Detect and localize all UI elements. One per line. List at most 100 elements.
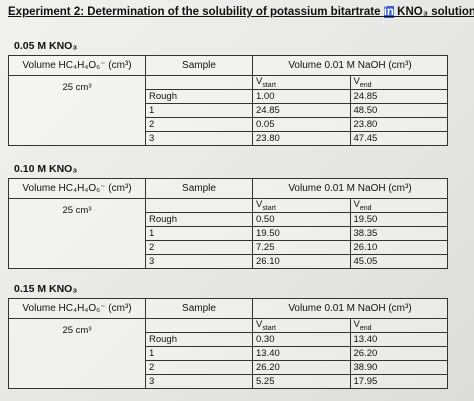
section-heading: 0.15 M KNO₃ bbox=[14, 283, 78, 295]
data-table: Volume HC₄H₄O₆⁻ (cm³) Sample Volume 0.01 M… bbox=[8, 178, 448, 269]
data-row: 1 19.50 38.35 bbox=[9, 226, 448, 241]
value-cell: 38.35 bbox=[349, 226, 448, 241]
subheader-symbol: V bbox=[256, 319, 263, 331]
data-row: 1 13.40 26.20 bbox=[9, 346, 448, 361]
sample-cell: 3 bbox=[145, 131, 253, 146]
value-cell: 13.40 bbox=[349, 332, 448, 347]
subheader-row: 25 cm³ Vstart Vend bbox=[8, 75, 448, 146]
value-cell: 1.00 bbox=[252, 89, 351, 104]
column-header: Volume HC₄H₄O₆⁻ (cm³) bbox=[8, 298, 146, 319]
column-header: Volume HC₄H₄O₆⁻ (cm³) bbox=[8, 178, 146, 199]
sample-cell: 1 bbox=[145, 346, 253, 361]
subheader-subscript: start bbox=[262, 204, 276, 212]
value-cell: 26.20 bbox=[252, 360, 351, 375]
value-cell: 19.50 bbox=[349, 212, 448, 227]
sample-cell: 1 bbox=[145, 103, 253, 118]
value-cell: 23.80 bbox=[252, 131, 351, 146]
sample-cell: 2 bbox=[145, 240, 253, 255]
header-row: Volume HC₄H₄O₆⁻ (cm³) Sample Volume 0.01 M… bbox=[8, 178, 448, 199]
column-header: Volume HC₄H₄O₆⁻ (cm³) bbox=[8, 55, 146, 76]
value-cell: 7.25 bbox=[252, 240, 351, 255]
subheader-cell: Vend bbox=[349, 318, 448, 333]
sample-cell: Rough bbox=[145, 332, 253, 347]
column-header: Sample bbox=[145, 298, 253, 319]
section: 0.10 M KNO₃ Volume HC₄H₄O₆⁻ (cm³) Sample Vo… bbox=[8, 163, 448, 269]
value-cell: 24.85 bbox=[252, 103, 351, 118]
header-row: Volume HC₄H₄O₆⁻ (cm³) Sample Volume 0.01 M… bbox=[8, 55, 448, 76]
subheader-subscript: start bbox=[262, 324, 276, 332]
section-heading: 0.10 M KNO₃ bbox=[14, 163, 78, 175]
data-row: 2 7.25 26.10 bbox=[9, 240, 448, 255]
data-row: 3 5.25 17.95 bbox=[9, 374, 448, 389]
subheader-cell: Vstart bbox=[252, 75, 351, 90]
value-cell: 48.50 bbox=[349, 103, 448, 118]
column-header: Sample bbox=[145, 55, 253, 76]
sample-cell: 1 bbox=[145, 226, 253, 241]
subheader-symbol: V bbox=[353, 199, 360, 211]
title-highlight: in bbox=[383, 6, 394, 18]
value-cell: 23.80 bbox=[349, 117, 448, 132]
subheader-subscript: start bbox=[262, 81, 276, 89]
subheader-cell: Vend bbox=[349, 198, 448, 213]
section: 0.05 M KNO₃ Volume HC₄H₄O₆⁻ (cm³) Sample Vo… bbox=[8, 40, 448, 146]
subheader-cell: Vstart bbox=[252, 318, 351, 333]
value-cell: 26.10 bbox=[252, 254, 351, 269]
column-header: Volume 0.01 M NaOH (cm³) bbox=[252, 298, 448, 319]
data-row: 2 0.05 23.80 bbox=[9, 117, 448, 132]
sample-cell: 2 bbox=[145, 117, 253, 132]
subheader-subscript: end bbox=[359, 324, 372, 332]
volume-cell: 25 cm³ bbox=[8, 198, 146, 269]
title: Experiment 2: Determination of the solub… bbox=[8, 6, 474, 18]
section: 0.15 M KNO₃ Volume HC₄H₄O₆⁻ (cm³) Sample Vo… bbox=[8, 283, 448, 389]
subheader-row: 25 cm³ Vstart Vend bbox=[8, 318, 448, 389]
blank-cell bbox=[145, 75, 253, 90]
sample-cell: 3 bbox=[145, 374, 253, 389]
value-cell: 19.50 bbox=[252, 226, 351, 241]
value-cell: 26.20 bbox=[349, 346, 448, 361]
section-heading: 0.05 M KNO₃ bbox=[14, 40, 78, 52]
value-cell: 0.05 bbox=[252, 117, 351, 132]
volume-cell: 25 cm³ bbox=[8, 318, 146, 389]
subheader-cell: Vstart bbox=[252, 198, 351, 213]
volume-cell: 25 cm³ bbox=[8, 75, 146, 146]
value-cell: 24.85 bbox=[349, 89, 448, 104]
data-row: Rough 0.50 19.50 bbox=[9, 212, 448, 227]
subheader-cell: Vend bbox=[349, 75, 448, 90]
data-table: Volume HC₄H₄O₆⁻ (cm³) Sample Volume 0.01 M… bbox=[8, 298, 448, 389]
value-cell: 26.10 bbox=[349, 240, 448, 255]
value-cell: 13.40 bbox=[252, 346, 351, 361]
title-text: Experiment 2: Determination of the solub… bbox=[8, 6, 384, 18]
column-header: Volume 0.01 M NaOH (cm³) bbox=[252, 178, 448, 199]
data-row: 3 26.10 45.05 bbox=[9, 254, 448, 269]
sample-cell: Rough bbox=[145, 212, 253, 227]
value-cell: 5.25 bbox=[252, 374, 351, 389]
data-row: Rough 1.00 24.85 bbox=[9, 89, 448, 104]
data-row: 3 23.80 47.45 bbox=[9, 131, 448, 146]
subheader-row: 25 cm³ Vstart Vend bbox=[8, 198, 448, 269]
sample-cell: 3 bbox=[145, 254, 253, 269]
subheader-symbol: V bbox=[353, 319, 360, 331]
subheader-subscript: end bbox=[359, 81, 372, 89]
header-row: Volume HC₄H₄O₆⁻ (cm³) Sample Volume 0.01 M… bbox=[8, 298, 448, 319]
sample-cell: 2 bbox=[145, 360, 253, 375]
value-cell: 0.50 bbox=[252, 212, 351, 227]
data-row: Rough 0.30 13.40 bbox=[9, 332, 448, 347]
value-cell: 17.95 bbox=[349, 374, 448, 389]
subheader-symbol: V bbox=[353, 76, 360, 88]
value-cell: 0.30 bbox=[252, 332, 351, 347]
data-table: Volume HC₄H₄O₆⁻ (cm³) Sample Volume 0.01 M… bbox=[8, 55, 448, 146]
column-header: Volume 0.01 M NaOH (cm³) bbox=[252, 55, 448, 76]
title-text: KNO₃ solution bbox=[393, 6, 474, 18]
blank-cell bbox=[145, 318, 253, 333]
column-header: Sample bbox=[145, 178, 253, 199]
subheader-symbol: V bbox=[256, 199, 263, 211]
subheader-symbol: V bbox=[256, 76, 263, 88]
value-cell: 38.90 bbox=[349, 360, 448, 375]
subheader-subscript: end bbox=[359, 204, 372, 212]
data-row: 1 24.85 48.50 bbox=[9, 103, 448, 118]
value-cell: 47.45 bbox=[349, 131, 448, 146]
blank-cell bbox=[145, 198, 253, 213]
value-cell: 45.05 bbox=[349, 254, 448, 269]
sample-cell: Rough bbox=[145, 89, 253, 104]
